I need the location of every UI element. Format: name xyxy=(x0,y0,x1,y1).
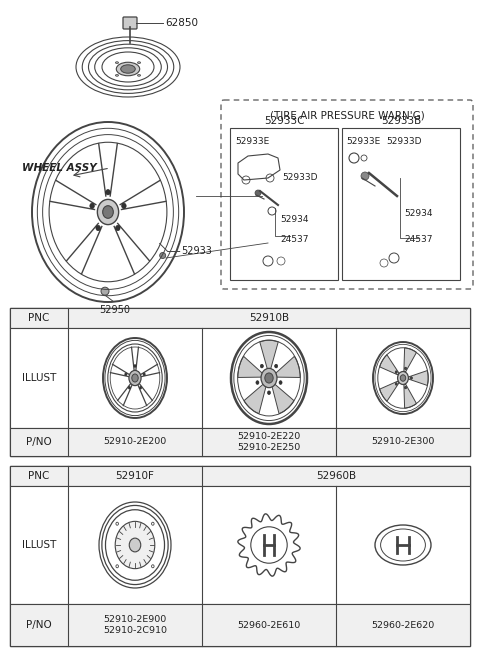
Ellipse shape xyxy=(115,521,155,569)
Circle shape xyxy=(361,172,369,180)
Bar xyxy=(230,128,338,280)
Polygon shape xyxy=(238,356,263,377)
Circle shape xyxy=(160,252,166,259)
Ellipse shape xyxy=(405,367,407,369)
Polygon shape xyxy=(272,384,294,414)
Text: 52910-2E220
52910-2E250: 52910-2E220 52910-2E250 xyxy=(238,432,300,452)
Bar xyxy=(10,486,470,604)
Polygon shape xyxy=(380,355,399,375)
Text: 52910F: 52910F xyxy=(116,471,155,481)
Bar xyxy=(10,466,470,486)
Ellipse shape xyxy=(129,370,141,386)
Bar xyxy=(10,308,470,456)
Bar xyxy=(10,428,470,456)
Ellipse shape xyxy=(395,371,397,373)
Ellipse shape xyxy=(90,203,95,208)
Bar xyxy=(10,308,470,328)
Ellipse shape xyxy=(96,225,100,231)
Ellipse shape xyxy=(121,65,135,73)
Ellipse shape xyxy=(395,383,397,385)
Ellipse shape xyxy=(129,538,141,552)
Text: 52910B: 52910B xyxy=(249,313,289,323)
Bar xyxy=(10,466,470,646)
Ellipse shape xyxy=(134,365,136,367)
Text: 62850: 62850 xyxy=(165,18,198,28)
Circle shape xyxy=(101,287,109,295)
Ellipse shape xyxy=(400,375,406,381)
Ellipse shape xyxy=(397,371,408,384)
Ellipse shape xyxy=(279,381,282,384)
Ellipse shape xyxy=(115,62,119,64)
Ellipse shape xyxy=(152,522,154,525)
Ellipse shape xyxy=(152,565,154,568)
Text: 52910-2E900
52910-2C910: 52910-2E900 52910-2C910 xyxy=(103,615,167,635)
Text: PNC: PNC xyxy=(28,313,50,323)
Text: 52933: 52933 xyxy=(181,246,213,257)
Text: 52933D: 52933D xyxy=(282,174,317,183)
Text: WHEEL ASSY: WHEEL ASSY xyxy=(22,163,97,173)
Ellipse shape xyxy=(265,373,273,383)
Ellipse shape xyxy=(125,373,127,376)
Ellipse shape xyxy=(260,364,264,368)
Text: ILLUST: ILLUST xyxy=(22,540,56,550)
Text: 52933C: 52933C xyxy=(264,116,304,126)
Ellipse shape xyxy=(116,522,119,525)
Text: 52934: 52934 xyxy=(280,215,309,225)
Ellipse shape xyxy=(115,75,119,76)
Ellipse shape xyxy=(137,62,141,64)
Polygon shape xyxy=(244,384,266,414)
Text: 24537: 24537 xyxy=(280,236,309,244)
Ellipse shape xyxy=(106,189,110,195)
Text: 52910-2E300: 52910-2E300 xyxy=(372,438,435,447)
Text: PNC: PNC xyxy=(28,471,50,481)
Polygon shape xyxy=(276,356,300,377)
Ellipse shape xyxy=(97,199,119,225)
Text: 52934: 52934 xyxy=(404,208,432,217)
Bar xyxy=(10,328,470,428)
Text: 52933D: 52933D xyxy=(386,138,421,147)
Polygon shape xyxy=(404,348,417,372)
Ellipse shape xyxy=(143,373,145,376)
Ellipse shape xyxy=(128,386,131,389)
Ellipse shape xyxy=(116,225,120,231)
Polygon shape xyxy=(380,381,399,402)
Circle shape xyxy=(255,190,261,196)
Ellipse shape xyxy=(121,203,126,208)
Text: P/NO: P/NO xyxy=(26,437,52,447)
Text: 52933E: 52933E xyxy=(346,138,380,147)
Ellipse shape xyxy=(140,386,142,389)
Ellipse shape xyxy=(261,368,277,388)
Text: 24537: 24537 xyxy=(404,236,432,244)
Text: 52960B: 52960B xyxy=(316,471,356,481)
Ellipse shape xyxy=(275,364,277,368)
Polygon shape xyxy=(408,371,428,386)
Text: 52933E: 52933E xyxy=(235,138,269,147)
Text: (TIRE AIR PRESSURE WARN'G): (TIRE AIR PRESSURE WARN'G) xyxy=(270,110,424,120)
Ellipse shape xyxy=(405,386,407,389)
Ellipse shape xyxy=(132,374,138,382)
Polygon shape xyxy=(404,384,417,408)
Text: 52960-2E620: 52960-2E620 xyxy=(372,620,434,629)
Ellipse shape xyxy=(267,391,271,394)
FancyBboxPatch shape xyxy=(123,17,137,29)
Text: 52960-2E610: 52960-2E610 xyxy=(238,620,300,629)
Ellipse shape xyxy=(256,381,259,384)
Text: ILLUST: ILLUST xyxy=(22,373,56,383)
Text: P/NO: P/NO xyxy=(26,620,52,630)
Ellipse shape xyxy=(116,565,119,568)
Text: 52950: 52950 xyxy=(99,305,131,315)
Bar xyxy=(342,128,460,280)
Polygon shape xyxy=(260,341,278,369)
Bar xyxy=(10,604,470,646)
Text: 52933B: 52933B xyxy=(381,116,421,126)
Ellipse shape xyxy=(137,75,141,76)
Ellipse shape xyxy=(410,377,412,379)
Text: 52910-2E200: 52910-2E200 xyxy=(103,438,167,447)
Ellipse shape xyxy=(116,62,140,76)
Ellipse shape xyxy=(103,206,113,218)
